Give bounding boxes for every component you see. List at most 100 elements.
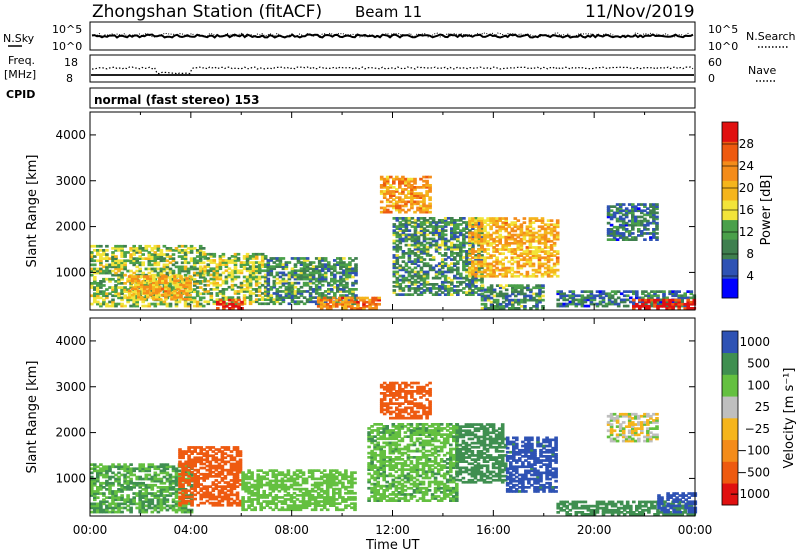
data-cell [192, 263, 197, 267]
data-cell [655, 211, 659, 215]
data-cell [138, 249, 142, 252]
data-cell [217, 462, 222, 466]
data-cell [178, 450, 182, 453]
data-cell [188, 287, 192, 291]
data-cell [624, 221, 629, 225]
data-cell [428, 196, 432, 199]
data-cell [232, 468, 237, 472]
data-cell [520, 288, 524, 292]
data-cell [341, 305, 345, 308]
data-cell [241, 471, 245, 474]
data-cell [450, 237, 454, 241]
data-cell [531, 221, 536, 224]
data-cell [233, 255, 238, 258]
data-cell [440, 239, 445, 243]
data-cell [398, 179, 402, 183]
data-cell [277, 496, 282, 499]
data-cell [646, 211, 650, 215]
data-cell [90, 479, 94, 483]
data-cell [646, 232, 650, 235]
data-cell [398, 278, 403, 282]
data-cell [601, 296, 606, 300]
data-cell [193, 460, 197, 464]
data-cell [606, 213, 611, 217]
data-cell [613, 290, 618, 293]
data-cell [392, 202, 396, 206]
data-cell [477, 239, 481, 243]
data-cell [606, 205, 611, 208]
data-cell [202, 452, 206, 455]
data-cell [465, 283, 469, 286]
data-cell [183, 477, 188, 481]
data-cell [543, 223, 548, 227]
data-cell [665, 302, 669, 306]
data-cell [615, 228, 620, 231]
data-cell [235, 454, 240, 458]
data-cell [395, 247, 400, 251]
data-cell [446, 280, 451, 284]
data-cell [501, 223, 505, 227]
data-cell [260, 263, 265, 266]
data-cell [477, 248, 481, 251]
data-cell [126, 488, 130, 491]
data-cell [489, 221, 493, 224]
data-cell [419, 210, 423, 214]
data-cell [192, 284, 197, 287]
data-cell [322, 298, 327, 302]
data-cell [316, 296, 321, 300]
data-cell [606, 234, 611, 237]
data-cell [153, 253, 158, 256]
data-cell [212, 279, 217, 283]
data-cell [320, 275, 325, 279]
data-cell [187, 483, 191, 486]
data-cell [236, 292, 241, 295]
data-cell [219, 302, 223, 306]
data-cell [422, 194, 426, 197]
data-cell [534, 217, 539, 220]
data-cell [474, 241, 478, 245]
data-cell [114, 261, 118, 265]
data-cell [135, 483, 139, 487]
data-cell [589, 298, 594, 302]
data-cell [147, 251, 152, 254]
data-cell [190, 460, 194, 464]
data-cell [317, 259, 322, 262]
data-cell [565, 294, 569, 298]
data-cell [477, 274, 481, 278]
data-cell [404, 181, 408, 185]
data-cell [127, 275, 132, 278]
data-cell [186, 471, 191, 475]
data-cell [320, 269, 325, 273]
data-cell [571, 290, 576, 293]
data-cell [149, 293, 153, 297]
data-cell [398, 266, 403, 270]
data-cell [350, 307, 354, 310]
data-cell [618, 234, 623, 237]
data-cell [302, 269, 307, 273]
data-cell [486, 274, 490, 278]
data-cell [247, 485, 251, 489]
data-cell [153, 504, 158, 508]
data-cell [135, 475, 139, 479]
data-cell [480, 274, 484, 278]
colorbar-tick-label: 8 [746, 247, 754, 261]
data-cell [327, 288, 331, 291]
data-cell [93, 508, 97, 512]
data-cell [180, 280, 185, 283]
data-cell [173, 295, 177, 299]
data-cell [495, 274, 499, 278]
data-cell [652, 234, 656, 237]
data-cell [311, 261, 316, 264]
data-cell [504, 246, 508, 249]
data-cell [440, 260, 445, 263]
data-cell [348, 261, 352, 264]
data-cell [446, 247, 451, 251]
data-cell [233, 275, 238, 279]
data-cell [480, 262, 484, 266]
data-cell [224, 298, 229, 301]
data-cell [141, 488, 145, 491]
data-cell [342, 279, 346, 283]
data-cell [245, 279, 250, 283]
data-cell [262, 494, 266, 497]
data-cell [205, 472, 210, 476]
